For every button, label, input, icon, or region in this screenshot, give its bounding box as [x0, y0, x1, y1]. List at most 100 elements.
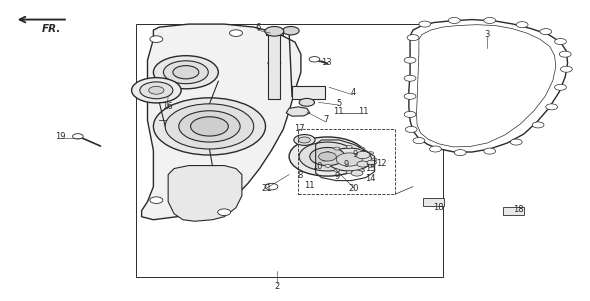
Bar	[268, 32, 280, 99]
Text: 11: 11	[333, 107, 343, 116]
Circle shape	[153, 56, 218, 89]
Text: 13: 13	[322, 58, 332, 67]
Circle shape	[413, 138, 425, 144]
Text: 7: 7	[323, 115, 329, 124]
Circle shape	[454, 150, 466, 156]
Circle shape	[165, 104, 254, 149]
Text: 19: 19	[55, 132, 65, 141]
Text: 9: 9	[353, 150, 358, 159]
Circle shape	[149, 86, 164, 94]
Circle shape	[516, 22, 528, 28]
Text: 12: 12	[376, 159, 387, 168]
Polygon shape	[286, 107, 310, 116]
Circle shape	[191, 117, 228, 136]
Circle shape	[356, 151, 370, 159]
Circle shape	[357, 161, 369, 167]
Text: 20: 20	[349, 184, 359, 193]
Circle shape	[419, 21, 431, 27]
Circle shape	[368, 164, 373, 167]
Polygon shape	[409, 20, 568, 152]
Circle shape	[368, 152, 373, 155]
Text: 9: 9	[344, 160, 349, 169]
Circle shape	[532, 122, 544, 128]
Circle shape	[179, 111, 240, 142]
Circle shape	[404, 93, 416, 99]
Circle shape	[325, 152, 331, 155]
Text: 11: 11	[358, 107, 368, 116]
Circle shape	[430, 146, 441, 152]
Circle shape	[299, 137, 310, 143]
Circle shape	[265, 26, 284, 36]
Text: 9: 9	[335, 172, 340, 182]
Bar	[503, 207, 524, 215]
Circle shape	[404, 57, 416, 63]
Circle shape	[510, 139, 522, 145]
Circle shape	[359, 147, 365, 150]
Bar	[423, 198, 444, 206]
Circle shape	[484, 148, 496, 154]
Text: 15: 15	[365, 164, 375, 173]
Circle shape	[299, 98, 314, 106]
Text: 8: 8	[297, 171, 303, 180]
Circle shape	[289, 137, 366, 176]
Circle shape	[163, 61, 208, 84]
Text: 2: 2	[275, 282, 280, 291]
Text: 10: 10	[312, 162, 323, 171]
Polygon shape	[142, 24, 301, 220]
Text: 6: 6	[255, 23, 261, 32]
Bar	[292, 86, 325, 99]
Circle shape	[448, 17, 460, 23]
Circle shape	[310, 147, 345, 166]
Text: 18: 18	[513, 205, 523, 214]
Circle shape	[405, 126, 417, 132]
Text: 18: 18	[433, 203, 444, 212]
Circle shape	[173, 66, 199, 79]
Circle shape	[150, 36, 163, 42]
Circle shape	[540, 29, 552, 35]
Circle shape	[322, 158, 327, 161]
Circle shape	[546, 104, 558, 110]
Circle shape	[327, 148, 372, 171]
Circle shape	[555, 39, 566, 45]
Text: 4: 4	[350, 88, 355, 97]
Circle shape	[484, 17, 496, 23]
Circle shape	[153, 98, 266, 155]
Circle shape	[346, 145, 352, 148]
Bar	[266, 29, 283, 35]
Circle shape	[299, 142, 356, 171]
Circle shape	[404, 111, 416, 117]
Circle shape	[359, 169, 365, 172]
Circle shape	[294, 135, 315, 145]
Circle shape	[230, 30, 242, 36]
Text: 11: 11	[304, 181, 314, 190]
Circle shape	[325, 164, 331, 167]
Circle shape	[346, 171, 352, 174]
Text: 17: 17	[294, 124, 304, 133]
Polygon shape	[168, 166, 242, 221]
Circle shape	[336, 153, 362, 166]
Bar	[136, 24, 442, 277]
Circle shape	[334, 169, 340, 172]
Circle shape	[73, 134, 83, 139]
Circle shape	[150, 197, 163, 203]
Circle shape	[319, 152, 336, 161]
Bar	[298, 129, 395, 194]
Circle shape	[555, 84, 566, 90]
Text: 21: 21	[261, 184, 272, 193]
Circle shape	[140, 82, 173, 99]
Text: FR.: FR.	[42, 23, 61, 34]
Circle shape	[367, 160, 376, 165]
Text: 14: 14	[365, 174, 375, 183]
Text: 3: 3	[484, 30, 490, 39]
Circle shape	[309, 57, 320, 62]
Text: 5: 5	[336, 99, 341, 108]
Circle shape	[268, 60, 281, 67]
Circle shape	[351, 170, 363, 176]
Circle shape	[371, 158, 377, 161]
Circle shape	[404, 75, 416, 81]
Circle shape	[559, 51, 571, 57]
Circle shape	[218, 209, 231, 216]
Text: 16: 16	[162, 102, 172, 111]
Circle shape	[283, 26, 299, 35]
Circle shape	[407, 35, 419, 41]
